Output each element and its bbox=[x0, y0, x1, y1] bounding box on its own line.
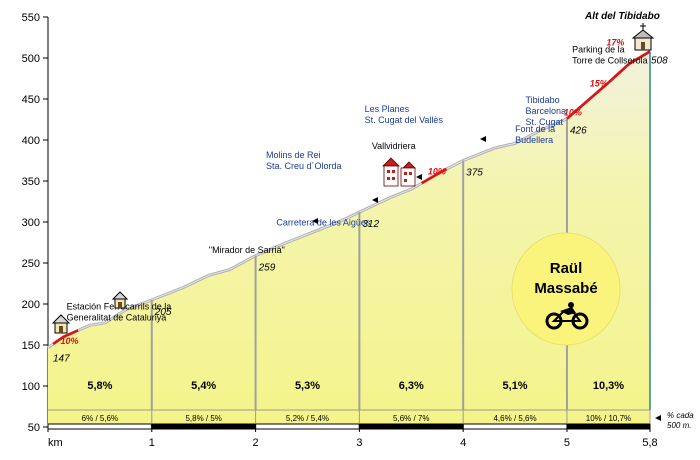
place-label: Carretera de les Aigües bbox=[276, 217, 371, 227]
segment-gradient-range: 6% / 5,6% bbox=[82, 414, 118, 423]
y-tick-label: 500 bbox=[22, 53, 40, 65]
steep-section-line bbox=[52, 329, 79, 345]
segment-band-bg bbox=[48, 410, 650, 423]
place-label: Budellera bbox=[515, 135, 553, 145]
elevation-label: 147 bbox=[53, 353, 70, 364]
place-label: Vallvidriera bbox=[372, 141, 416, 151]
elevation-label: 312 bbox=[362, 219, 379, 230]
steep-section-line bbox=[566, 50, 651, 120]
segment-gradient-range: 5,2% / 5,4% bbox=[286, 414, 329, 423]
profile-area bbox=[48, 51, 650, 427]
x-tick-label: 4 bbox=[460, 437, 466, 449]
y-tick-label: 550 bbox=[22, 12, 40, 24]
cyclist-icon bbox=[545, 302, 589, 330]
place-label: Generalitat de Catalunya bbox=[67, 313, 167, 323]
y-tick-label: 400 bbox=[22, 135, 40, 147]
steep-label: 10% bbox=[564, 107, 582, 117]
elevation-label: 375 bbox=[466, 168, 483, 179]
x-tick-label: 3 bbox=[356, 437, 362, 449]
x-tick-label: km bbox=[48, 437, 63, 449]
place-label: St. Cugat del Vallès bbox=[365, 115, 444, 125]
x-scale-bar bbox=[358, 423, 464, 430]
footnote-line-2: 500 m. bbox=[667, 421, 691, 430]
church-icon bbox=[631, 23, 655, 51]
y-axis: 50 100 150 200 250 300 350 400 450 500 550 bbox=[22, 12, 49, 434]
station-house-icon bbox=[111, 291, 129, 309]
x-scale-bar bbox=[47, 423, 153, 430]
steep-label: 17% bbox=[606, 38, 624, 48]
chart-title: Alt del Tibidabo bbox=[584, 11, 660, 22]
segment-gradient-range: 4,6% / 5,6% bbox=[493, 414, 536, 423]
segment-avg-gradient: 5,3% bbox=[295, 380, 320, 392]
segment-gradient-range: 5,8% / 5% bbox=[185, 414, 221, 423]
place-label: Sta. Creu d´Olorda bbox=[266, 161, 342, 171]
x-tick-label: 5 bbox=[564, 437, 570, 449]
segment-gradient-range: 10% / 10,7% bbox=[586, 414, 631, 423]
segment-avg-gradient: 5,1% bbox=[503, 380, 528, 392]
steep-label: 10% bbox=[428, 166, 446, 176]
place-label: Font de la bbox=[515, 124, 555, 134]
place-label: St. Cugat bbox=[525, 117, 563, 127]
x-tick-label: 5,8 bbox=[642, 437, 657, 449]
x-tick-label: 2 bbox=[253, 437, 259, 449]
x-tick-label: 1 bbox=[149, 437, 155, 449]
direction-arrows bbox=[312, 136, 486, 224]
village-houses-icon bbox=[382, 157, 416, 187]
x-axis: km 1 2 3 4 5 5,8 bbox=[47, 423, 658, 449]
steep-label: 15% bbox=[590, 79, 608, 89]
segment-avg-gradient: 5,8% bbox=[87, 380, 112, 392]
place-label: "Mirador de Sarrià" bbox=[209, 245, 285, 255]
segment-avg-gradient: 10,3% bbox=[593, 380, 624, 392]
steep-sections: 10% 10% 10% 15% 17% bbox=[52, 38, 651, 346]
segment-avg-gradient: 6,3% bbox=[399, 380, 424, 392]
segment-gradient-range: 5,6% / 7% bbox=[393, 414, 429, 423]
y-tick-label: 50 bbox=[28, 422, 40, 434]
y-tick-label: 300 bbox=[22, 217, 40, 229]
rider-last-name: Massabé bbox=[534, 280, 597, 297]
segment-band: 5,8% 6% / 5,6% 5,4% 5,8% / 5% 5,3% 5,2% / 5,4… bbox=[48, 380, 651, 423]
y-tick-label: 100 bbox=[22, 381, 40, 393]
x-scale-bar bbox=[566, 423, 651, 430]
y-tick-label: 150 bbox=[22, 340, 40, 352]
rider-badge: Raül Massabé bbox=[511, 232, 621, 346]
place-label: Torre de Collserola bbox=[572, 55, 648, 65]
steep-section-line bbox=[421, 167, 448, 185]
segment-avg-gradient: 5,4% bbox=[191, 380, 216, 392]
profile-line-highlight bbox=[47, 51, 651, 348]
y-tick-label: 350 bbox=[22, 176, 40, 188]
elevation-label: 205 bbox=[154, 307, 172, 318]
place-label: Les Planes bbox=[365, 104, 410, 114]
steep-label: 10% bbox=[60, 336, 78, 346]
y-tick-label: 250 bbox=[22, 258, 40, 270]
elevation-label: 426 bbox=[570, 126, 587, 137]
y-tick-label: 200 bbox=[22, 299, 40, 311]
x-scale-bar bbox=[151, 423, 257, 430]
y-tick-label: 450 bbox=[22, 94, 40, 106]
elevation-label: 259 bbox=[258, 263, 276, 274]
elevation-label: 508 bbox=[651, 55, 668, 66]
x-scale-bar bbox=[255, 423, 360, 430]
place-label: Parking de la bbox=[572, 44, 625, 54]
x-scale-bar bbox=[462, 423, 568, 430]
place-label: Molins de Rei bbox=[266, 150, 321, 160]
station-house-icon bbox=[51, 314, 71, 334]
footnote: % cada 500 m. bbox=[655, 411, 694, 430]
footnote-line-1: % cada bbox=[667, 411, 694, 420]
place-label: Tibidabo bbox=[525, 95, 559, 105]
rider-first-name: Raül bbox=[550, 260, 583, 277]
place-label: Barcelona bbox=[525, 106, 566, 116]
